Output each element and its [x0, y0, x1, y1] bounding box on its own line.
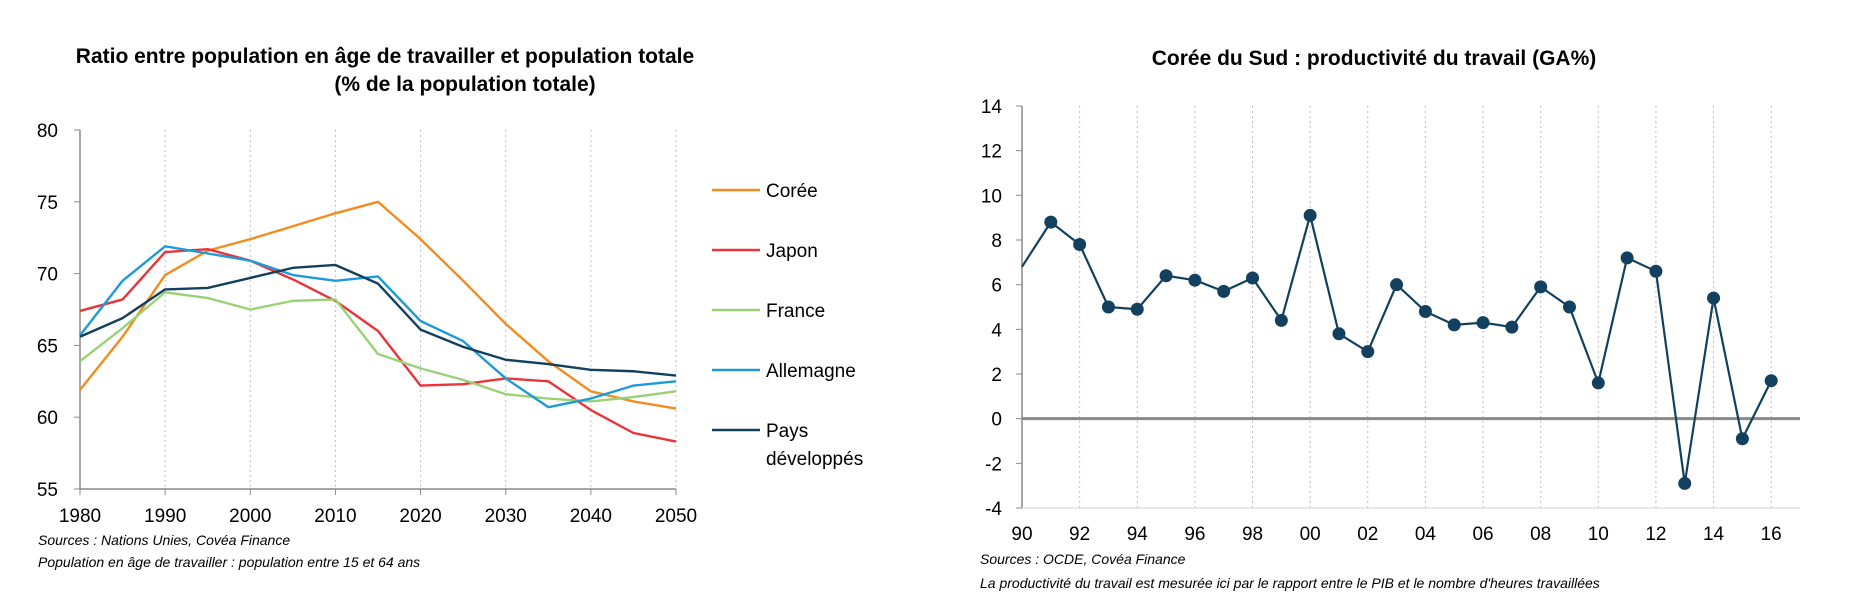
- x-tick-label: 2030: [485, 506, 527, 527]
- data-point: [1447, 318, 1461, 332]
- chart-definition-note: Population en âge de travailler : popula…: [38, 554, 420, 570]
- x-tick-label: 1980: [59, 506, 101, 527]
- x-tick-label: 14: [1703, 524, 1725, 545]
- data-point: [1620, 251, 1634, 265]
- data-point: [1274, 313, 1288, 327]
- data-point: [1418, 304, 1432, 318]
- x-tick-label: 2000: [229, 506, 271, 527]
- data-point: [1361, 345, 1375, 359]
- data-point: [1130, 302, 1144, 316]
- y-tick-label: 75: [37, 193, 58, 214]
- data-point: [1562, 300, 1576, 314]
- legend-label: développés: [766, 449, 863, 470]
- chart-definition-note: La productivité du travail est mesurée i…: [980, 575, 1600, 591]
- x-tick-label: 10: [1588, 524, 1609, 545]
- x-tick-label: 04: [1415, 524, 1437, 545]
- x-tick-label: 92: [1069, 524, 1090, 545]
- x-tick-label: 2020: [399, 506, 441, 527]
- x-tick-label: 94: [1127, 524, 1149, 545]
- x-tick-label: 16: [1761, 524, 1782, 545]
- data-point: [1707, 291, 1721, 305]
- x-tick-label: 2040: [570, 506, 612, 527]
- x-tick-label: 96: [1184, 524, 1205, 545]
- data-point: [1764, 374, 1778, 388]
- y-tick-label: 8: [991, 231, 1002, 252]
- series-line-5: [79, 263, 677, 377]
- series-line-4: [79, 245, 677, 409]
- x-tick-label: 00: [1300, 524, 1321, 545]
- data-point: [1591, 376, 1605, 390]
- chart-title: Corée du Sud : productivité du travail (…: [1152, 47, 1597, 70]
- data-point: [1246, 271, 1260, 285]
- x-tick-label: 2050: [655, 506, 697, 527]
- data-point: [1678, 476, 1692, 490]
- x-tick-label: 90: [1011, 524, 1032, 545]
- y-tick-label: 70: [37, 265, 58, 286]
- legend-label: Corée: [766, 181, 818, 202]
- y-tick-label: 4: [991, 320, 1002, 341]
- data-point: [1217, 284, 1231, 298]
- y-tick-label: 55: [37, 480, 58, 501]
- data-point: [1303, 208, 1317, 222]
- y-tick-label: 0: [991, 410, 1002, 431]
- y-tick-label: -4: [985, 499, 1002, 520]
- legend-label: France: [766, 301, 825, 322]
- x-tick-label: 02: [1357, 524, 1378, 545]
- chart-title-line-1: Ratio entre population en âge de travail…: [76, 45, 694, 68]
- data-point: [1735, 432, 1749, 446]
- data-point: [1390, 278, 1404, 292]
- data-point: [1505, 320, 1519, 334]
- chart-working-age-ratio: Ratio entre population en âge de travail…: [37, 45, 863, 570]
- y-tick-label: 6: [991, 276, 1002, 297]
- x-tick-label: 08: [1530, 524, 1551, 545]
- x-tick-label: 2010: [314, 506, 356, 527]
- y-tick-label: 10: [981, 186, 1002, 207]
- productivity-line: [1021, 214, 1773, 485]
- legend-label: Pays: [766, 421, 808, 442]
- legend-label: Japon: [766, 241, 818, 262]
- x-tick-label: 06: [1472, 524, 1493, 545]
- y-tick-label: 12: [981, 142, 1002, 163]
- x-tick-label: 12: [1645, 524, 1666, 545]
- data-point: [1534, 280, 1548, 294]
- chart-source-note: Sources : Nations Unies, Covéa Finance: [38, 532, 290, 548]
- x-tick-label: 98: [1242, 524, 1263, 545]
- chart-title-line-2: (% de la population totale): [334, 73, 595, 96]
- y-tick-label: 2: [991, 365, 1002, 386]
- legend-label: Allemagne: [766, 361, 856, 382]
- data-point: [1649, 264, 1663, 278]
- y-tick-label: 60: [37, 408, 58, 429]
- chart-source-note: Sources : OCDE, Covéa Finance: [980, 551, 1186, 567]
- data-point: [1159, 269, 1173, 283]
- x-tick-label: 1990: [144, 506, 186, 527]
- data-point: [1101, 300, 1115, 314]
- data-point: [1476, 316, 1490, 330]
- data-point: [1044, 215, 1058, 229]
- y-tick-label: -2: [985, 454, 1002, 475]
- data-point: [1073, 237, 1087, 251]
- data-point: [1332, 327, 1346, 341]
- y-tick-label: 80: [37, 121, 58, 142]
- y-tick-label: 14: [981, 97, 1003, 118]
- series-line-1: [79, 200, 677, 410]
- series-line-3: [79, 291, 677, 403]
- data-point: [1188, 273, 1202, 287]
- y-tick-label: 65: [37, 336, 58, 357]
